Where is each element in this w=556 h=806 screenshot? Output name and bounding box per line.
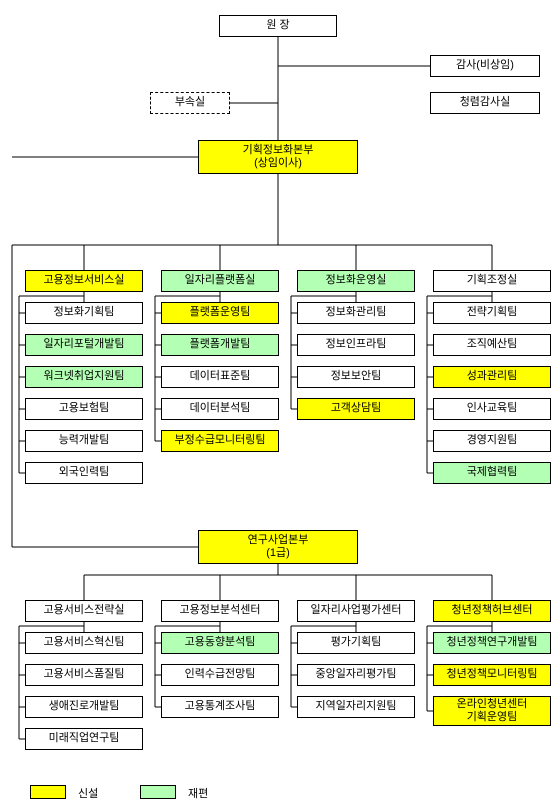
- col-top-0-team-3: 고용보험팀: [25, 398, 143, 420]
- col-top-0-team-1: 일자리포털개발팀: [25, 334, 143, 356]
- col-top-2-team-1: 정보인프라팀: [297, 334, 415, 356]
- legend-reorg-swatch: [140, 785, 176, 799]
- col-bot-3-team-2: 온라인청년센터 기획운영팀: [433, 696, 551, 726]
- col-bot-2-team-1: 중앙일자리평가팀: [297, 664, 415, 686]
- col-top-head-0: 고용정보서비스실: [25, 270, 143, 292]
- col-top-3-team-1: 조직예산팀: [433, 334, 551, 356]
- col-top-1-team-3: 데이터분석팀: [161, 398, 279, 420]
- legend-reorg-label: 재편: [188, 785, 208, 801]
- col-top-0-team-5: 외국인력팀: [25, 462, 143, 484]
- col-top-1-team-2: 데이터표준팀: [161, 366, 279, 388]
- col-bot-head-0: 고용서비스전략실: [25, 600, 143, 622]
- col-top-0-team-0: 정보화기획팀: [25, 302, 143, 324]
- col-bot-3-team-1: 청년정책모니터링팀: [433, 664, 551, 686]
- col-top-0-team-4: 능력개발팀: [25, 430, 143, 452]
- col-bot-head-3: 청년정책허브센터: [433, 600, 551, 622]
- col-bot-head-1: 고용정보분석센터: [161, 600, 279, 622]
- col-top-3-team-2: 성과관리팀: [433, 366, 551, 388]
- col-top-head-3: 기획조정실: [433, 270, 551, 292]
- legend-new-label: 신설: [78, 785, 98, 801]
- col-top-head-2: 정보화운영실: [297, 270, 415, 292]
- col-top-1-team-1: 플랫폼개발팀: [161, 334, 279, 356]
- audit-box: 감사(비상임): [430, 55, 540, 77]
- col-bot-1-team-2: 고용통계조사팀: [161, 696, 279, 718]
- col-top-1-team-4: 부정수급모니터링팀: [161, 430, 279, 452]
- research-hq-box: 연구사업본부 (1급): [198, 530, 358, 564]
- annex-box: 부속실: [150, 92, 230, 114]
- col-bot-0-team-2: 생애진로개발팀: [25, 696, 143, 718]
- col-top-2-team-2: 정보보안팀: [297, 366, 415, 388]
- col-bot-head-2: 일자리사업평가센터: [297, 600, 415, 622]
- col-top-3-team-3: 인사교육팀: [433, 398, 551, 420]
- integrity-audit-box: 청렴감사실: [430, 92, 540, 114]
- col-bot-1-team-0: 고용동향분석팀: [161, 632, 279, 654]
- col-bot-3-team-0: 청년정책연구개발팀: [433, 632, 551, 654]
- col-bot-1-team-1: 인력수급전망팀: [161, 664, 279, 686]
- legend-new-swatch: [30, 785, 66, 799]
- col-bot-2-team-0: 평가기획팀: [297, 632, 415, 654]
- director-box: 원 장: [219, 15, 337, 37]
- col-top-3-team-5: 국제협력팀: [433, 462, 551, 484]
- col-bot-0-team-0: 고용서비스혁신팀: [25, 632, 143, 654]
- col-top-1-team-0: 플랫폼운영팀: [161, 302, 279, 324]
- col-top-3-team-4: 경영지원팀: [433, 430, 551, 452]
- col-top-3-team-0: 전략기획팀: [433, 302, 551, 324]
- col-top-head-1: 일자리플랫폼실: [161, 270, 279, 292]
- planning-hq-box: 기획정보화본부 (상임이사): [198, 140, 358, 174]
- col-bot-0-team-3: 미래직업연구팀: [25, 728, 143, 750]
- col-top-2-team-0: 정보화관리팀: [297, 302, 415, 324]
- col-top-2-team-3: 고객상담팀: [297, 398, 415, 420]
- col-bot-2-team-2: 지역일자리지원팀: [297, 696, 415, 718]
- col-bot-0-team-1: 고용서비스품질팀: [25, 664, 143, 686]
- col-top-0-team-2: 워크넷취업지원팀: [25, 366, 143, 388]
